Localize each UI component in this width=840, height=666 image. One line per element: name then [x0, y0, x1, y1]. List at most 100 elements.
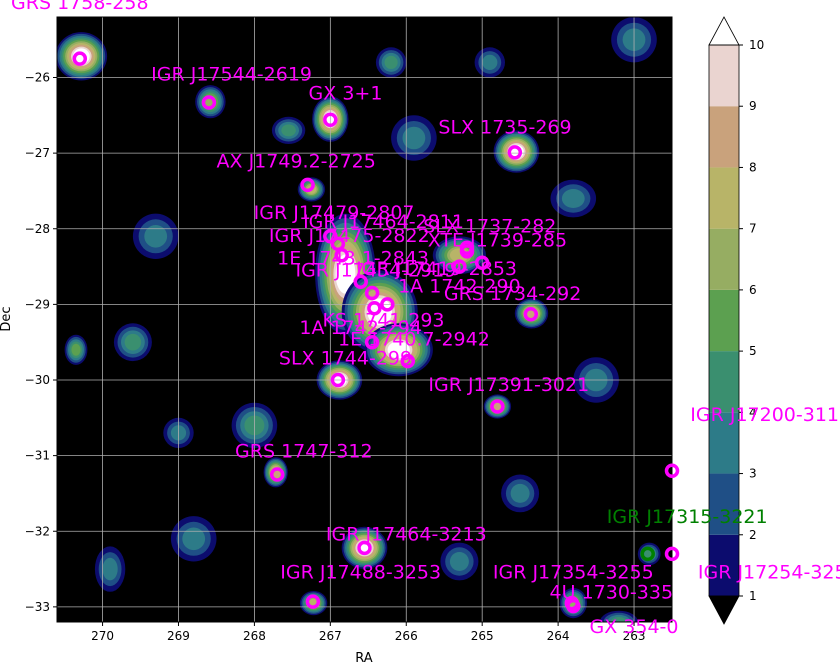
- heat-contour: [144, 225, 168, 248]
- colorbar-tick-label: 5: [749, 344, 757, 358]
- grid-lines: [57, 17, 672, 622]
- heat-blob: [493, 130, 540, 173]
- heat-contour: [561, 189, 585, 208]
- y-tick-label: −28: [25, 222, 50, 236]
- y-tick-label: −33: [25, 600, 50, 614]
- heat-blob: [550, 179, 597, 218]
- source-marker: [334, 247, 349, 263]
- source-marker: [490, 399, 505, 414]
- source-label: AX J1749.2-2725: [217, 151, 376, 173]
- source-label: IGR J17454-2919: [295, 260, 456, 282]
- source-label: IGR J17475-2822: [269, 225, 430, 247]
- heat-blob: [483, 394, 512, 419]
- heat-contour: [384, 55, 398, 69]
- source-label: 1A 1742-290: [398, 276, 521, 298]
- source-marker: [364, 285, 380, 301]
- colorbar-segment: [709, 45, 739, 107]
- heat-blob: [170, 516, 217, 562]
- source-marker: [400, 353, 416, 369]
- colorbar-tick-label: 6: [749, 283, 757, 297]
- colorbar-tick-label: 1: [749, 589, 757, 603]
- source-label: IGR J17479-2807: [254, 202, 415, 224]
- colorbar-frame: [708, 44, 740, 597]
- heat-blob: [113, 323, 152, 362]
- heat-contour: [124, 333, 142, 351]
- colorbar-extend-min: [708, 595, 740, 625]
- colorbar-tick-label: 8: [749, 160, 757, 174]
- source-label: IGR J17464-2811: [303, 211, 464, 233]
- heat-contour: [182, 527, 206, 551]
- source-marker: [72, 51, 88, 66]
- colorbar-tick-label: 9: [749, 99, 757, 113]
- colorbar-segment: [709, 412, 739, 474]
- source-label: IGR J17200-3116: [690, 404, 840, 426]
- heat-contour: [281, 124, 296, 137]
- heat-blob: [64, 334, 88, 365]
- source-label: IGR J17544-2619: [151, 64, 312, 86]
- source-label: IGR J17354-3255: [493, 561, 654, 583]
- source-label: 4U 1730-335: [550, 582, 674, 604]
- x-axis-ticks: 270 269 268 267 266 265 264 263: [91, 622, 645, 643]
- source-marker: [300, 177, 315, 193]
- source-marker: [664, 463, 680, 478]
- colorbar-tick-label: 10: [749, 38, 764, 52]
- heat-contour: [449, 552, 469, 571]
- x-tick-label: 267: [319, 629, 342, 643]
- source-marker: [459, 240, 475, 255]
- colorbar-tick-label: 3: [749, 467, 757, 481]
- heat-contour: [402, 126, 426, 150]
- source-label: IGR J17254-3257: [698, 561, 840, 583]
- colorbar-segment: [709, 167, 739, 229]
- x-tick-label: 265: [471, 629, 494, 643]
- source-marker: [353, 274, 368, 289]
- source-marker: [323, 229, 338, 244]
- heat-blob: [599, 610, 638, 622]
- colorbar-segment: [709, 534, 739, 596]
- source-marker: [474, 255, 490, 271]
- source-label: GX 354-0: [590, 616, 679, 638]
- colorbar-tick-label: 7: [749, 222, 757, 236]
- heat-blob: [440, 542, 479, 581]
- y-axis-label: Dec: [0, 306, 14, 331]
- heat-contour: [482, 54, 498, 70]
- source-label: IGR J17488-3253: [280, 561, 441, 583]
- source-label: 1E 1743.1-2843: [277, 248, 429, 270]
- source-label: KS 1741-293: [322, 310, 444, 332]
- source-label: GX 3+1: [309, 83, 383, 105]
- source-label: 1A 1742-294: [299, 317, 422, 339]
- source-marker: [364, 334, 380, 350]
- source-marker: [323, 112, 338, 128]
- colorbar-tick-label: 4: [749, 405, 757, 419]
- source-label: IGR J17391-3021: [428, 374, 589, 396]
- heat-blob: [391, 115, 437, 161]
- x-tick-label: 263: [623, 629, 646, 643]
- colorbar-tick-label: 2: [749, 528, 757, 542]
- y-tick-label: −26: [25, 71, 50, 85]
- source-label: SLX 1737-282: [423, 216, 556, 238]
- heat-blob: [474, 47, 505, 78]
- source-label: GRS 1734-292: [444, 283, 582, 305]
- x-tick-label: 264: [547, 629, 570, 643]
- source-label: IGR J17464-3213: [326, 524, 487, 546]
- x-tick-label: 270: [91, 629, 114, 643]
- colorbar-segment: [709, 228, 739, 290]
- heat-blob: [375, 47, 407, 78]
- colorbar-segment: [709, 351, 739, 413]
- colorbar: 1 2 3 4 5 6 7 8 9 10: [708, 16, 764, 625]
- heat-contour: [492, 402, 503, 411]
- source-marker: [664, 546, 680, 562]
- source-label: IGR J17315-3221: [607, 506, 768, 528]
- colorbar-segment: [709, 106, 739, 168]
- x-tick-label: 266: [395, 629, 418, 643]
- source-marker: [305, 594, 321, 609]
- y-tick-label: −32: [25, 524, 50, 538]
- source-label: SLX 1735-269: [438, 117, 571, 139]
- source-marker: [201, 95, 217, 110]
- heat-blob: [271, 116, 306, 144]
- source-marker: [452, 259, 467, 274]
- source-label: GRS 1747-312: [235, 440, 373, 462]
- source-markers: [72, 51, 680, 614]
- y-tick-label: −29: [25, 297, 50, 311]
- heat-contour: [71, 343, 81, 356]
